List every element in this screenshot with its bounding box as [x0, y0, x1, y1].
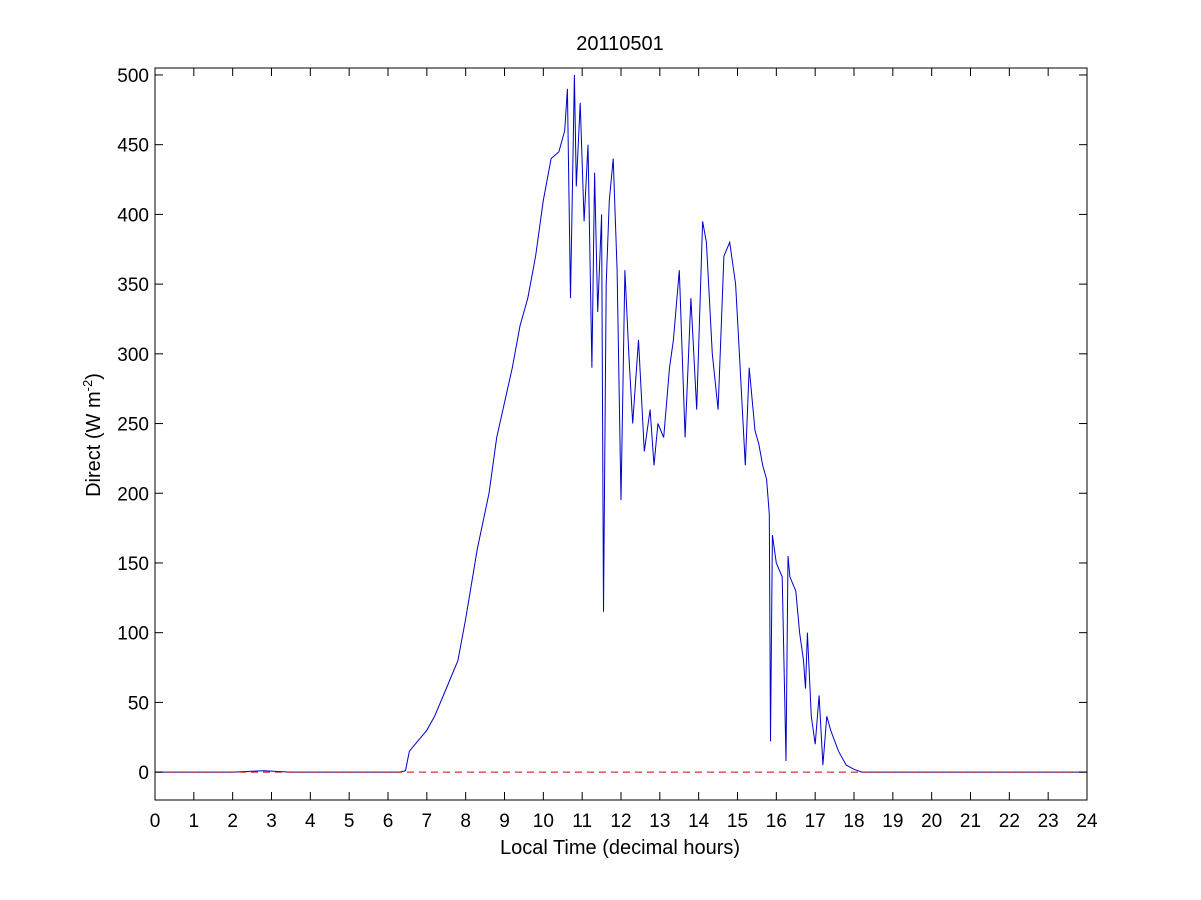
x-tick-label: 5	[344, 811, 355, 832]
plot-layer	[155, 74, 1087, 773]
x-tick-label: 10	[533, 811, 554, 832]
x-tick-label: 8	[460, 811, 471, 832]
y-axis-label-main: Direct (W m	[83, 391, 105, 497]
x-tick-label: 9	[499, 811, 510, 832]
x-tick-label: 2	[227, 811, 238, 832]
chart-title: 20110501	[576, 33, 664, 55]
x-tick-label: 22	[999, 811, 1020, 832]
x-tick-label: 6	[383, 811, 394, 832]
y-tick-label: 150	[117, 554, 149, 575]
x-tick-label: 19	[882, 811, 903, 832]
y-tick-label: 300	[117, 345, 149, 366]
y-tick-label: 400	[117, 205, 149, 226]
x-tick-label: 7	[422, 811, 433, 832]
axes-box	[154, 67, 1088, 801]
y-tick-label: 100	[117, 624, 149, 645]
y-tick-label: 0	[138, 763, 149, 784]
y-tick-label: 450	[117, 136, 149, 157]
x-tick-label: 17	[805, 811, 826, 832]
x-tick-label: 12	[610, 811, 631, 832]
direct-irradiance-series-line	[155, 74, 1087, 773]
y-tick-label: 250	[117, 415, 149, 436]
x-tick-label: 13	[649, 811, 670, 832]
x-tick-label: 23	[1038, 811, 1059, 832]
y-tick-label: 500	[117, 66, 149, 87]
y-tick-layer: 0 50 100 150 200 250 300 350 400 450 500	[117, 66, 1087, 784]
x-tick-layer: 0 1 2 3 4 5 6 7 8 9 10 11 12 13 14 15 16 17 18 19 20 21 22 23 24	[150, 68, 1098, 832]
x-tick-label: 14	[688, 811, 710, 832]
y-axis-label: Direct (W m-2)	[80, 373, 105, 497]
x-tick-label: 15	[727, 811, 748, 832]
x-tick-label: 4	[305, 811, 316, 832]
x-tick-label: 18	[843, 811, 864, 832]
y-tick-label: 50	[128, 693, 149, 714]
y-tick-label: 350	[117, 275, 149, 296]
x-tick-label: 3	[266, 811, 277, 832]
x-tick-label: 21	[960, 811, 981, 832]
x-tick-label: 1	[189, 811, 200, 832]
y-axis-label-superscript: -2	[80, 380, 95, 392]
x-tick-label: 0	[150, 811, 161, 832]
x-tick-label: 20	[921, 811, 942, 832]
y-tick-label: 200	[117, 484, 149, 505]
y-axis-label-suffix: )	[83, 373, 105, 380]
x-tick-label: 16	[766, 811, 787, 832]
x-tick-label: 24	[1076, 811, 1098, 832]
x-tick-label: 11	[572, 811, 592, 832]
x-axis-label: Local Time (decimal hours)	[500, 837, 740, 859]
